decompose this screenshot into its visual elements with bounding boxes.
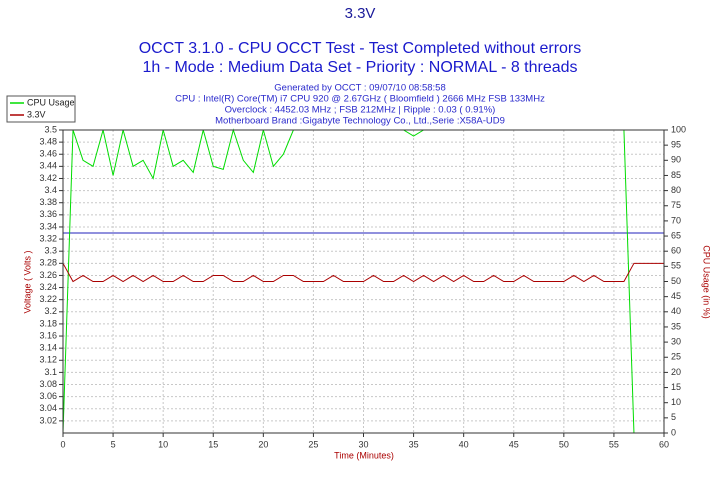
- y-tick-label: 3.42: [39, 173, 57, 183]
- x-tick-label: 60: [659, 439, 669, 449]
- subtitle: OCCT 3.1.0 - CPU OCCT Test - Test Comple…: [139, 40, 582, 57]
- x-axis-label: Time (Minutes): [334, 450, 394, 460]
- y2-tick-label: 20: [671, 367, 681, 377]
- y-tick-label: 3.1: [44, 367, 57, 377]
- y-tick-label: 3.16: [39, 330, 57, 340]
- x-tick-label: 30: [358, 439, 368, 449]
- info-line: CPU : Intel(R) Core(TM) i7 CPU 920 @ 2.6…: [175, 94, 545, 105]
- y-tick-label: 3.48: [39, 136, 57, 146]
- y-tick-label: 3.08: [39, 379, 57, 389]
- y2-tick-label: 0: [671, 427, 676, 437]
- y2-tick-label: 50: [671, 276, 681, 286]
- x-tick-label: 45: [509, 439, 519, 449]
- x-tick-label: 35: [409, 439, 419, 449]
- y-tick-label: 3.36: [39, 209, 57, 219]
- y2-axis-label: CPU Usage (in %): [702, 245, 712, 319]
- y2-tick-label: 80: [671, 185, 681, 195]
- y2-tick-label: 45: [671, 291, 681, 301]
- y-tick-label: 3.18: [39, 318, 57, 328]
- y-tick-label: 3.06: [39, 391, 57, 401]
- y2-tick-label: 5: [671, 412, 676, 422]
- y-tick-label: 3.44: [39, 161, 57, 171]
- plot-frame: [62, 129, 665, 434]
- x-tick-label: 50: [559, 439, 569, 449]
- legend-box: [6, 95, 76, 123]
- y2-tick-label: 70: [671, 215, 681, 225]
- series-line: [62, 262, 664, 283]
- y2-tick-label: 65: [671, 230, 681, 240]
- y2-tick-label: 85: [671, 170, 681, 180]
- y2-tick-label: 100: [671, 124, 686, 134]
- y2-tick-label: 35: [671, 321, 681, 331]
- y-tick-label: 3.46: [39, 149, 57, 159]
- y-tick-label: 3.26: [39, 270, 57, 280]
- y-tick-label: 3.4: [44, 185, 57, 195]
- y-tick-label: 3.02: [39, 415, 57, 425]
- y-tick-label: 3.12: [39, 355, 57, 365]
- x-tick-label: 55: [609, 439, 619, 449]
- y2-tick-label: 40: [671, 306, 681, 316]
- chart-title: 3.3V: [345, 5, 376, 22]
- y-tick-label: 3.3: [44, 246, 57, 256]
- info-line: Overclock : 4452.03 MHz ; FSB 212MHz | R…: [225, 105, 496, 116]
- info-line: Generated by OCCT : 09/07/10 08:58:58: [274, 83, 445, 94]
- y2-tick-label: 30: [671, 336, 681, 346]
- y2-tick-label: 55: [671, 261, 681, 271]
- y-tick-label: 3.34: [39, 221, 57, 231]
- x-tick-label: 5: [111, 439, 116, 449]
- y-tick-label: 3.14: [39, 343, 57, 353]
- y2-tick-label: 15: [671, 382, 681, 392]
- y-tick-label: 3.28: [39, 258, 57, 268]
- y2-tick-label: 90: [671, 155, 681, 165]
- x-tick-label: 20: [258, 439, 268, 449]
- y-axis-label: Voltage ( Volts ): [22, 250, 32, 313]
- y-tick-label: 3.32: [39, 233, 57, 243]
- y2-tick-label: 60: [671, 246, 681, 256]
- info-line: Motherboard Brand :Gigabyte Technology C…: [215, 116, 505, 127]
- y-tick-label: 3.04: [39, 403, 57, 413]
- subtitle: 1h - Mode : Medium Data Set - Priority :…: [142, 59, 577, 76]
- legend-label: CPU Usage: [27, 97, 75, 107]
- y-tick-label: 3.38: [39, 197, 57, 207]
- x-tick-label: 15: [208, 439, 218, 449]
- y-tick-label: 3.2: [44, 306, 57, 316]
- y-tick-label: 3.22: [39, 294, 57, 304]
- x-tick-label: 40: [459, 439, 469, 449]
- y2-tick-label: 25: [671, 352, 681, 362]
- x-tick-label: 0: [60, 439, 65, 449]
- y-tick-label: 3.5: [44, 124, 57, 134]
- y2-tick-label: 95: [671, 140, 681, 150]
- y-tick-label: 3.24: [39, 282, 57, 292]
- x-tick-label: 10: [158, 439, 168, 449]
- x-tick-label: 25: [308, 439, 318, 449]
- y2-tick-label: 10: [671, 397, 681, 407]
- y2-tick-label: 75: [671, 200, 681, 210]
- legend-label: 3.3V: [27, 109, 46, 119]
